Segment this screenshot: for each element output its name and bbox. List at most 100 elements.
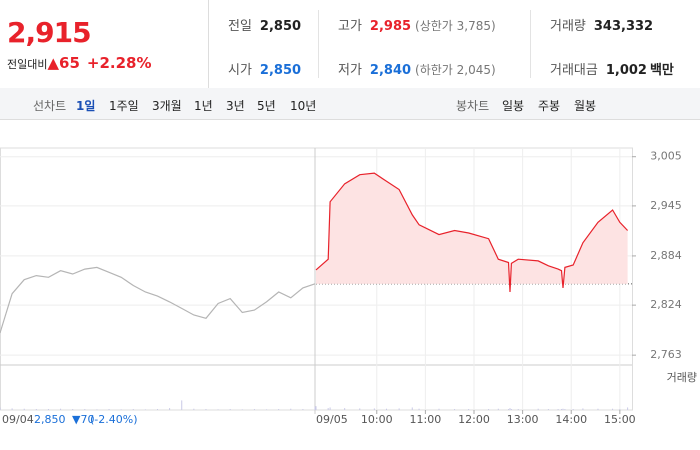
y-tick-label: 2,824 [650,298,682,311]
stat: 고가 2,985 (상한가 3,785) [338,15,496,34]
stat-label: 거래대금 [550,63,598,78]
volume-bar [108,409,110,410]
stat: 시가 2,850 [228,59,301,78]
tab[interactable]: 10년 [290,99,317,113]
volume-bar [359,408,361,410]
stat-label: 시가 [228,63,252,78]
tab-bar: 선차트 1일 1주일 3개월 1년 3년 5년 10년 봉차트 일봉 주봉 월봉 [0,88,700,120]
stat-value: 343,332 [593,19,654,34]
volume-bar [193,408,195,410]
volume-bar [314,406,316,410]
volume-bar [23,408,25,410]
tab[interactable]: 5년 [257,99,276,113]
volume-bar [84,409,86,410]
price-box: 2,915 전일대비▲65 +2.28% [0,0,209,88]
tab[interactable]: 주봉 [538,99,561,113]
volume-bar [508,409,510,410]
volume-bar [612,408,614,410]
volume-bar [398,408,400,410]
volume-bar [517,409,519,410]
stat: 저가 2,840 (하한가 2,045) [338,59,496,78]
volume-bar [181,400,183,410]
tab[interactable]: 1주일 [109,99,139,113]
price-line [0,266,316,334]
volume-bar [0,407,1,410]
price-line [315,172,629,293]
tab[interactable]: 3개월 [152,99,182,113]
volume-bar [564,409,566,410]
volume-bar [373,408,375,410]
volume-bar [327,408,329,410]
volume-bar [619,409,621,410]
volume-bar [266,409,268,410]
prev-close: 2,850 [34,413,66,426]
stat-value: 2,985 [369,19,412,34]
stat-label: 저가 [338,63,362,78]
volume-bar [438,408,440,410]
volume-bar [241,409,243,410]
volume-bar [329,407,331,410]
stat: 거래대금 1,002 백만 [550,59,674,78]
volume-bar [120,409,122,410]
stat-unit: 백만 [649,63,674,78]
separator [318,10,319,78]
stat-note: (하한가 2,045) [415,63,496,77]
volume-bar [509,408,511,410]
stat: 전일 2,850 [228,15,301,34]
volume-bar [385,408,387,410]
y-tick-label: 3,005 [650,150,682,163]
volume-bar [229,409,231,410]
volume-bar [572,409,574,410]
tab[interactable]: 월봉 [574,99,597,113]
tab[interactable]: 3년 [226,99,245,113]
volume-bar [488,409,490,410]
volume-bar [418,408,420,410]
volume-bar [253,409,255,410]
volume-bar [35,409,37,410]
volume-bar [144,409,146,410]
volume-bar [510,409,512,410]
header: 2,915 전일대비▲65 +2.28% 전일 2,850 고가 2,985 (상한가 … [0,0,700,89]
x-tick-label: 14:00 [555,413,587,426]
prev-change: ▼70 [72,413,94,426]
volume-bar [11,408,13,410]
volume-bar [597,408,599,410]
stat-note: (상한가 3,785) [415,19,496,33]
change-value: ▲65 [47,54,80,72]
volume-bar [344,408,346,410]
chart: 3,005 2,945 2,884 2,824 2,763 10:00 11:00 12:00… [0,147,697,426]
area-fill [316,173,628,292]
stat-label: 거래량 [550,19,586,34]
y-tick-label: 2,945 [650,199,682,212]
volume-bar [547,409,549,410]
tab[interactable]: 일봉 [502,99,525,113]
volume-bar [132,409,134,410]
volume-bar [60,408,62,410]
stat-value: 2,840 [369,63,412,78]
volume-bar [468,409,470,410]
volume-bar [96,409,98,410]
tab-label: 선차트 [33,99,67,113]
x-tick-label: 11:00 [410,413,442,426]
stat-label: 전일 [228,19,252,34]
volume-bar [497,408,499,410]
tab-label: 봉차트 [456,99,490,113]
change: 전일대비▲65 +2.28% [7,54,152,72]
stat-label: 고가 [338,19,362,34]
volume-bar [454,409,456,410]
volume-bar [47,409,49,410]
change-rate: +2.28% [86,54,152,72]
tab[interactable]: 1년 [194,99,213,113]
volume-bar [72,409,74,410]
x-tick-label: 12:00 [458,413,490,426]
volume-bar [411,407,413,410]
volume-bar [157,409,158,410]
separator [530,10,531,78]
current-price: 2,915 [7,16,92,49]
volume-bar [537,408,539,410]
tab[interactable]: 1일 [76,99,96,113]
volume-bar [582,408,584,410]
date-label: 09/04 [2,413,34,426]
change-label: 전일대비 [7,58,48,71]
